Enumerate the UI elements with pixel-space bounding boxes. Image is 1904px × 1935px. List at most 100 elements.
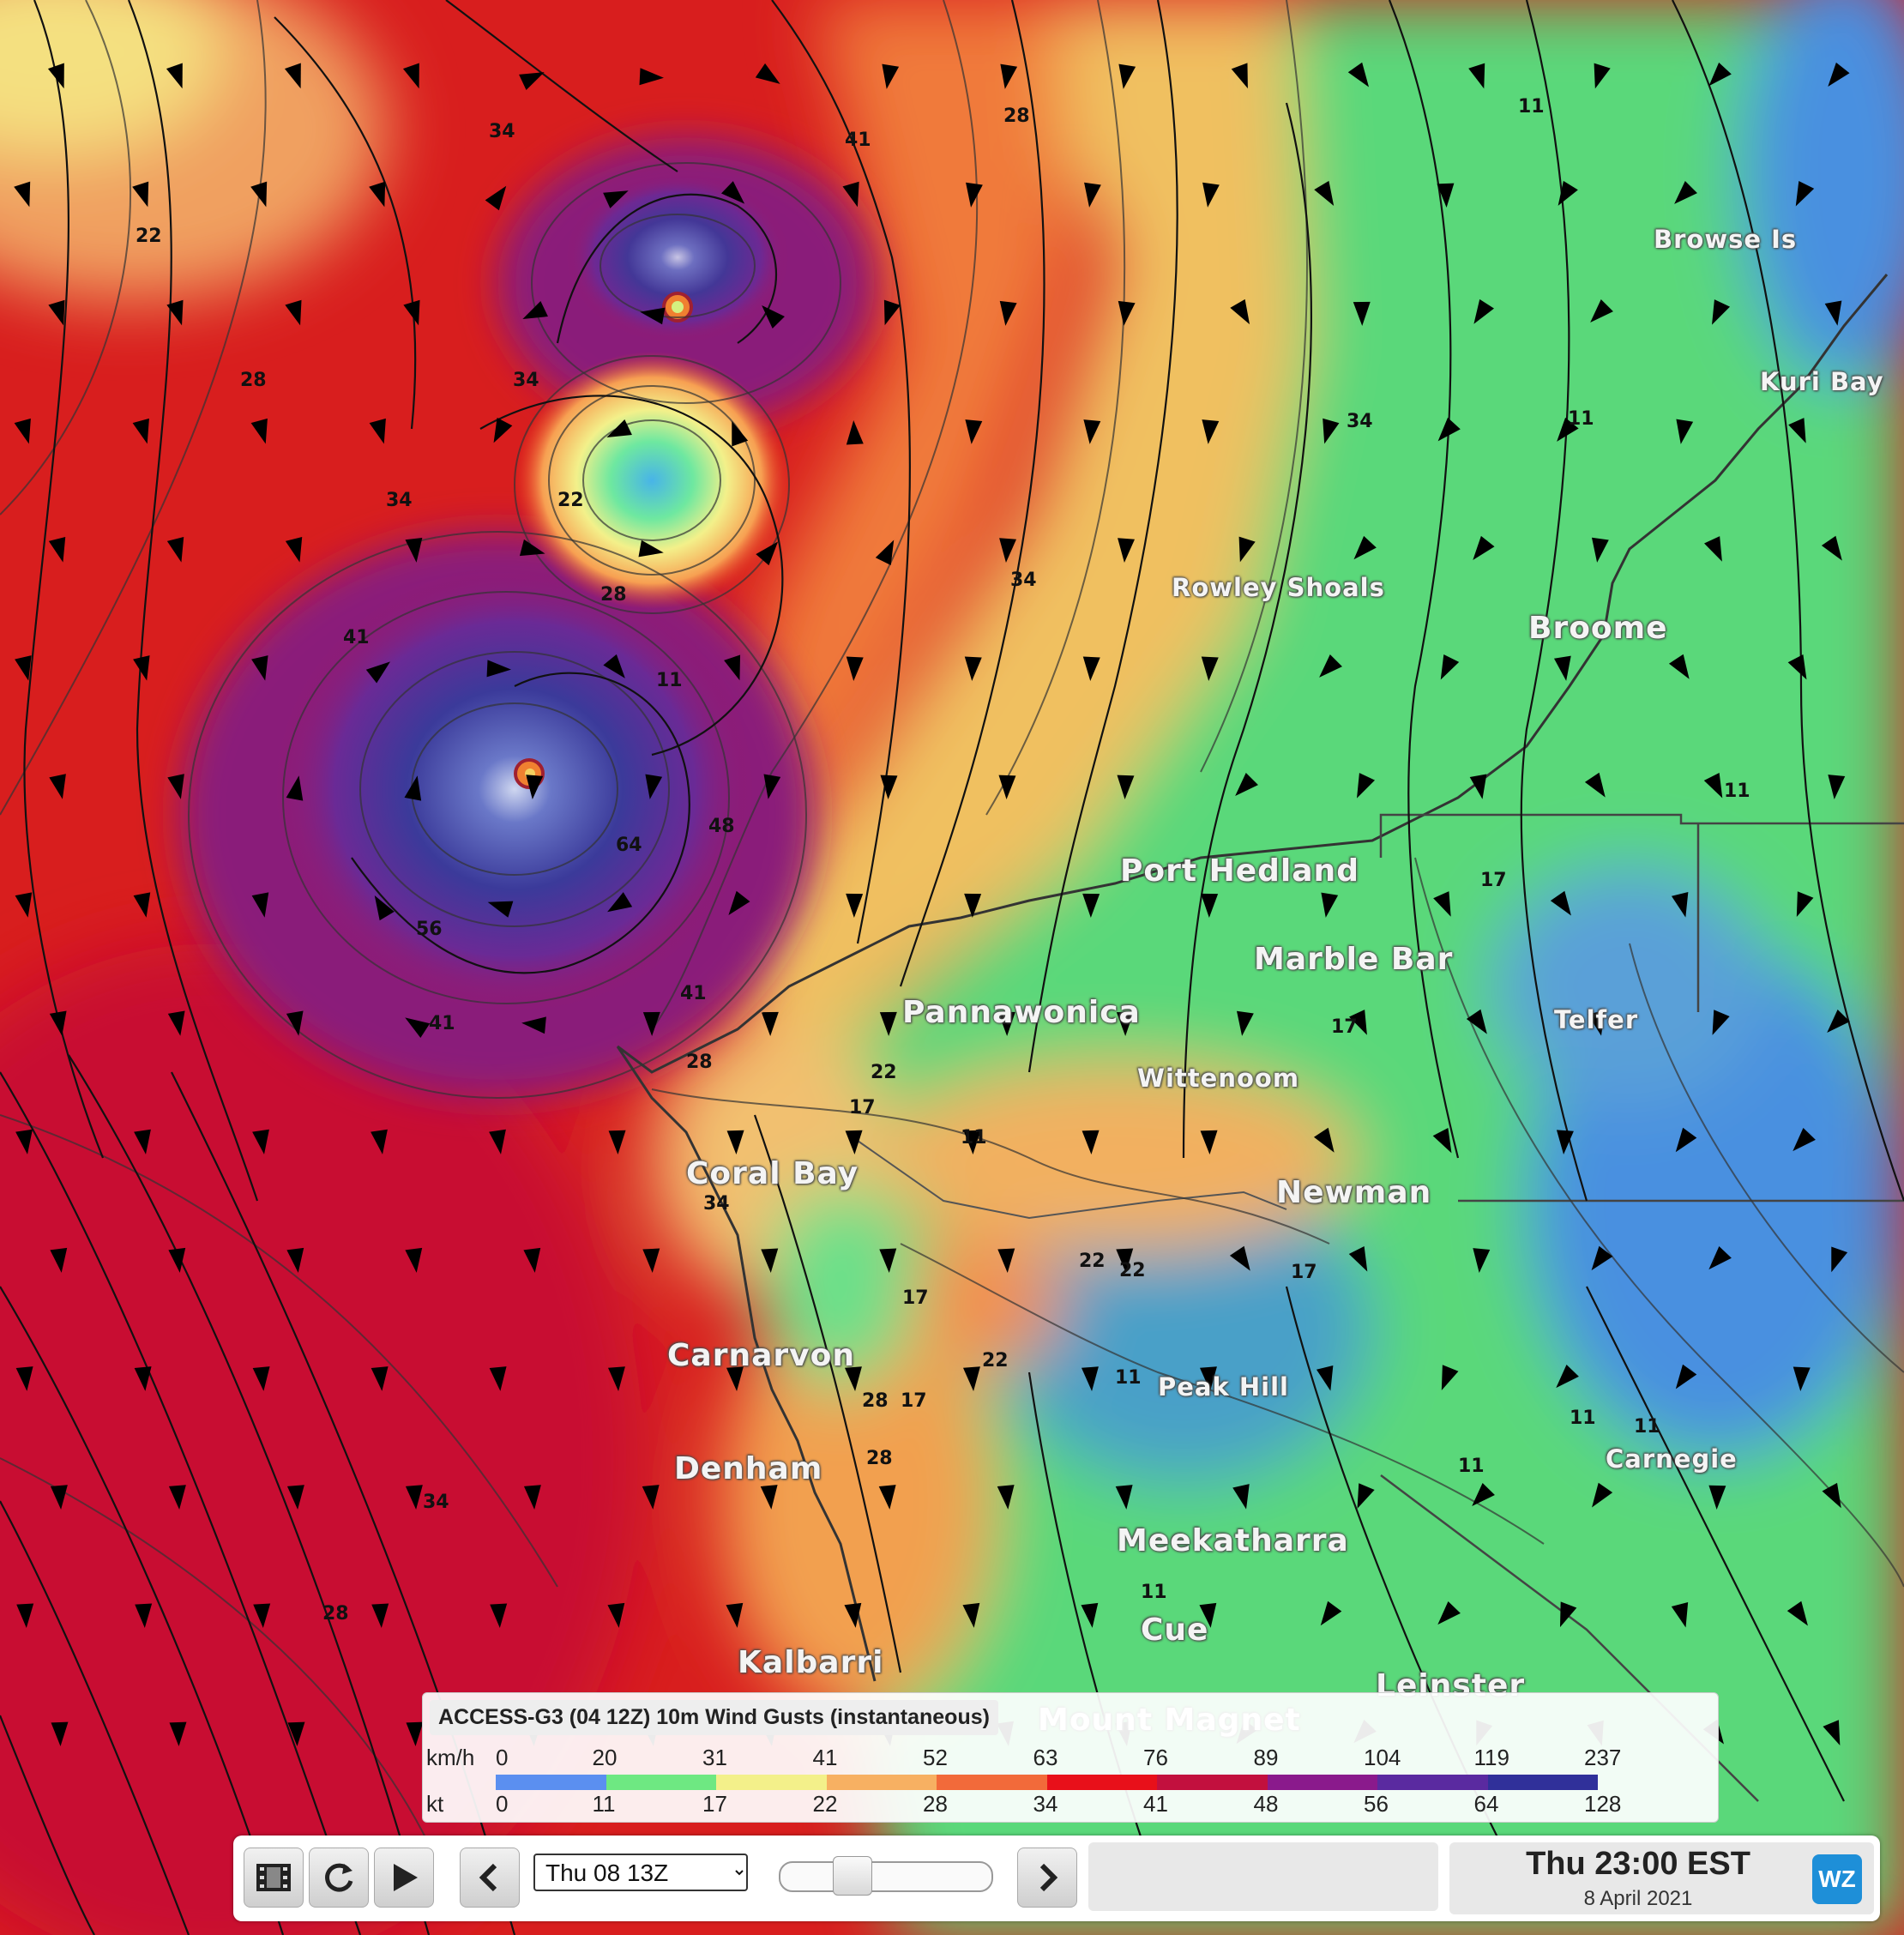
wind-arrow <box>50 1247 68 1273</box>
play-icon <box>394 1864 418 1891</box>
contour-label: 34 <box>1010 570 1037 591</box>
wind-arrow <box>15 892 33 918</box>
wind-arrow <box>1118 63 1136 89</box>
wind-arrow <box>402 63 419 89</box>
wind-arrow <box>285 299 302 326</box>
forecast-time-select[interactable]: Thu 08 13Z <box>533 1854 748 1891</box>
wind-arrow <box>168 1247 186 1273</box>
wind-arrow <box>1704 536 1722 562</box>
wind-arrow <box>251 892 269 918</box>
wind-arrow <box>1787 1600 1808 1626</box>
wind-arrow <box>169 1721 187 1746</box>
wind-arrow <box>1559 1601 1577 1628</box>
wind-arrow <box>999 538 1017 563</box>
wind-arrow <box>642 1011 660 1036</box>
wind-arrow <box>1349 1010 1367 1035</box>
wind-arrow <box>756 541 779 566</box>
wind-arrow <box>1591 1245 1613 1271</box>
wind-arrow <box>166 299 184 326</box>
wind-arrow <box>51 1721 69 1746</box>
wind-arrow <box>1796 891 1814 918</box>
contour-label: 48 <box>708 816 735 837</box>
wind-arrow <box>844 1366 862 1391</box>
wind-arrow <box>284 63 301 89</box>
contour-label: 28 <box>1003 105 1030 127</box>
wind-arrow <box>726 1130 744 1154</box>
wind-arrow <box>1468 63 1485 89</box>
wind-arrow <box>1671 892 1689 918</box>
film-button[interactable] <box>244 1848 304 1908</box>
wind-arrow <box>519 539 545 557</box>
wind-arrow <box>875 540 895 565</box>
place-label: Marble Bar <box>1254 942 1454 977</box>
wind-arrow <box>1472 1482 1495 1507</box>
refresh-button[interactable] <box>309 1848 369 1908</box>
contour-label: 41 <box>845 130 871 151</box>
wind-arrow <box>1320 1600 1342 1626</box>
wind-arrow <box>365 661 391 684</box>
place-label: Newman <box>1276 1175 1432 1210</box>
wind-arrow <box>1558 180 1578 206</box>
contour-label: 11 <box>1568 408 1594 430</box>
wind-arrow <box>879 1248 897 1273</box>
wind-arrow <box>1793 1127 1816 1152</box>
wind-arrow <box>1347 62 1370 87</box>
wind-arrow <box>134 1366 152 1391</box>
wind-arrow <box>286 1247 304 1273</box>
wind-arrow <box>132 181 149 208</box>
wind-arrow <box>287 1721 305 1746</box>
wind-arrow <box>253 1603 271 1628</box>
wind-arrow <box>1229 1245 1250 1271</box>
contour-label: 28 <box>866 1448 893 1469</box>
wind-arrow <box>285 536 303 563</box>
wind-arrow <box>846 893 864 918</box>
wind-arrow <box>1590 299 1613 322</box>
wind-arrow <box>523 1485 541 1510</box>
wind-arrow <box>845 1130 863 1154</box>
wind-arrow <box>1200 1130 1218 1154</box>
place-label: Telfer <box>1554 1005 1639 1034</box>
wind-arrow <box>763 774 781 799</box>
next-button[interactable] <box>1017 1848 1077 1908</box>
wind-arrow <box>286 1485 304 1510</box>
timeline-slider[interactable] <box>779 1856 993 1896</box>
place-label: Broome <box>1528 611 1668 646</box>
legend-tick: 34 <box>1033 1791 1058 1817</box>
contour-label: 28 <box>862 1390 889 1412</box>
legend-tick: 104 <box>1364 1745 1401 1770</box>
place-label: Port Hedland <box>1120 853 1359 889</box>
wind-arrow <box>997 1248 1015 1273</box>
contour-label: 11 <box>1141 1582 1167 1603</box>
wind-arrow <box>405 1017 431 1039</box>
contour-label: 11 <box>961 1127 987 1148</box>
legend-tick: 128 <box>1584 1791 1622 1817</box>
previous-button[interactable] <box>460 1848 520 1908</box>
play-button[interactable] <box>374 1848 434 1908</box>
wind-arrow <box>603 190 629 208</box>
legend-tick: 20 <box>592 1745 618 1770</box>
wind-arrow <box>726 1602 744 1628</box>
legend-color-swatch <box>937 1775 1047 1790</box>
legend-tick: 31 <box>702 1745 727 1770</box>
legend: ACCESS-G3 (04 12Z) 10m Wind Gusts (insta… <box>422 1692 1719 1823</box>
legend-tick: 56 <box>1364 1791 1389 1817</box>
legend-tick: 48 <box>1253 1791 1279 1817</box>
wind-arrow <box>844 1602 862 1628</box>
wind-arrow <box>250 181 268 208</box>
wind-arrow <box>1671 1601 1689 1628</box>
wind-arrow <box>997 1011 1015 1036</box>
wind-arrow <box>998 775 1016 799</box>
wind-arrow <box>606 419 632 438</box>
wind-arrow <box>1201 893 1219 918</box>
timeline-slider-handle[interactable] <box>832 1856 872 1896</box>
wind-arrow <box>846 420 864 445</box>
contour-label: 34 <box>703 1193 730 1215</box>
wind-arrow <box>14 418 31 444</box>
wind-arrow <box>1000 63 1018 89</box>
contour-label: 11 <box>1115 1367 1142 1389</box>
wind-arrow <box>1081 1602 1099 1628</box>
weatherzone-logo[interactable]: WZ <box>1812 1854 1862 1904</box>
wind-arrow <box>1675 1364 1697 1389</box>
wind-arrow <box>1313 1127 1335 1153</box>
